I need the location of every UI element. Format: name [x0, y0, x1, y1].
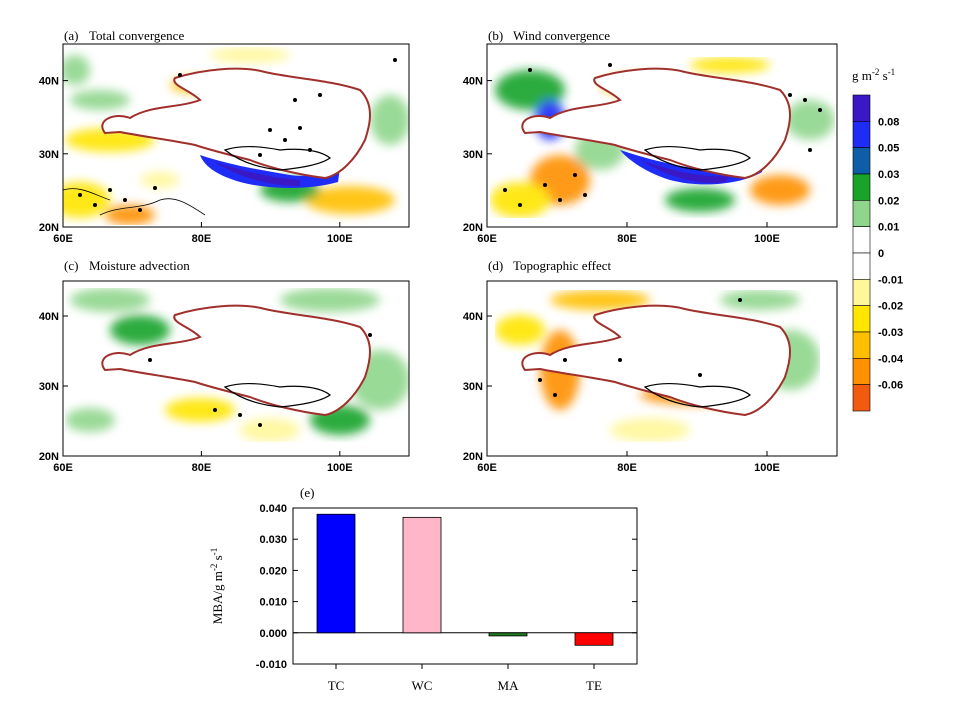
map-y-tick-label: 40N — [463, 76, 483, 88]
bar-y-tick-label: 0.010 — [259, 597, 287, 609]
panel-c-frame — [62, 280, 410, 457]
bar-chart-ylabel: MBA/g m-2 s-1 — [209, 548, 225, 624]
map-y-tick-label: 30N — [39, 381, 59, 393]
map-x-tick-label: 60E — [53, 462, 73, 474]
bar-chart-frame — [292, 507, 638, 665]
map-y-tick-label: 40N — [39, 76, 59, 88]
panel-b: (b) Wind convergence — [486, 28, 838, 228]
colorbar-box — [852, 252, 871, 280]
map-y-tick-label: 20N — [39, 451, 59, 463]
bar-x-label: WC — [412, 678, 433, 693]
map-x-tick-label: 80E — [617, 233, 637, 245]
panel-a-title: Total convergence — [89, 28, 184, 43]
map-x-tick-label: 80E — [192, 233, 212, 245]
colorbar-boxes — [852, 94, 871, 412]
colorbar-units: g m-2 s-1 — [852, 67, 895, 83]
colorbar-box — [852, 94, 871, 122]
colorbar-label: 0.01 — [878, 222, 899, 234]
colorbar-label: -0.02 — [878, 301, 903, 313]
bar-tc — [316, 513, 356, 634]
colorbar-box — [852, 279, 871, 306]
colorbar-box — [852, 358, 871, 385]
bar-x-label: TC — [328, 678, 345, 693]
panel-d-field — [487, 281, 837, 456]
panel-e-label: (e) — [300, 485, 314, 500]
colorbar-label: -0.03 — [878, 327, 903, 339]
colorbar-label: -0.06 — [878, 380, 903, 392]
map-y-tick-label: 40N — [39, 311, 59, 323]
colorbar-box — [852, 121, 871, 148]
bar-x-label: TE — [586, 678, 602, 693]
map-x-tick-label: 100E — [327, 462, 353, 474]
map-x-tick-label: 60E — [477, 462, 497, 474]
colorbar-label: 0 — [878, 248, 884, 260]
colorbar-label: 0.03 — [878, 169, 899, 181]
bar-y-tick-label: 0.030 — [259, 534, 287, 546]
panel-c: (c) Moisture advection — [62, 258, 410, 457]
bar-y-tick-label: 0.020 — [259, 565, 287, 577]
panel-b-frame — [486, 43, 838, 228]
panel-a-frame — [62, 43, 410, 228]
colorbar-box — [852, 173, 871, 201]
colorbar-label: 0.08 — [878, 116, 899, 128]
colorbar-box — [852, 226, 871, 254]
panel-d-label: (d) — [488, 258, 503, 273]
map-x-tick-label: 100E — [754, 462, 780, 474]
bar-y-tick-label: -0.010 — [256, 659, 287, 671]
panel-c-label: (c) — [64, 258, 78, 273]
panel-c-title: Moisture advection — [89, 258, 190, 273]
colorbar-label: -0.04 — [878, 353, 904, 365]
map-x-tick-label: 60E — [53, 233, 73, 245]
bar-x-label: MA — [498, 678, 520, 693]
map-y-tick-label: 20N — [463, 222, 483, 234]
map-y-tick-label: 30N — [463, 381, 483, 393]
colorbar-box — [852, 200, 871, 227]
map-x-tick-label: 80E — [617, 462, 637, 474]
map-x-tick-label: 80E — [192, 462, 212, 474]
panel-b-title: Wind convergence — [513, 28, 610, 43]
panel-b-label: (b) — [488, 28, 503, 43]
colorbar-box — [852, 384, 871, 412]
map-x-tick-label: 100E — [327, 233, 353, 245]
panel-d-frame — [486, 280, 838, 457]
bar-y-tick-label: 0.040 — [259, 503, 287, 515]
panel-e: (e) 0.040 0.030 0.020 0.010 0.000 -0.010 TC WC M… — [209, 485, 638, 693]
map-y-tick-label: 20N — [39, 222, 59, 234]
bar-chart-plot: 0.040 0.030 0.020 0.010 0.000 -0.010 TC WC MA TE — [256, 503, 637, 693]
colorbar-box — [852, 331, 871, 359]
panel-a: (a) Total convergence — [62, 28, 410, 228]
colorbar: g m-2 s-1 0.08 0.05 0.03 0.02 0.01 0 -0.01 -0.0… — [852, 67, 904, 412]
bar-wc — [402, 516, 442, 634]
panel-a-label: (a) — [64, 28, 78, 43]
colorbar-label: 0.05 — [878, 143, 899, 155]
colorbar-label: -0.01 — [878, 274, 903, 286]
colorbar-labels: 0.08 0.05 0.03 0.02 0.01 0 -0.01 -0.02 -0.03 -0.0… — [878, 116, 904, 391]
panel-c-field — [63, 281, 409, 456]
map-x-tick-label: 100E — [754, 233, 780, 245]
map-x-tick-label: 60E — [477, 233, 497, 245]
panel-a-field — [63, 44, 409, 227]
map-y-tick-label: 30N — [39, 149, 59, 161]
colorbar-box — [852, 147, 871, 175]
panel-d: (d) Topographic effect — [486, 258, 838, 457]
bar-ma — [488, 632, 528, 637]
bar-y-tick-label: 0.000 — [259, 628, 287, 640]
bar-te — [574, 632, 614, 646]
map-y-tick-label: 30N — [463, 149, 483, 161]
panel-b-field — [487, 44, 837, 227]
colorbar-label: 0.02 — [878, 195, 899, 207]
panel-d-title: Topographic effect — [513, 258, 611, 273]
map-y-tick-label: 40N — [463, 311, 483, 323]
colorbar-box — [852, 305, 871, 333]
map-y-tick-label: 20N — [463, 451, 483, 463]
